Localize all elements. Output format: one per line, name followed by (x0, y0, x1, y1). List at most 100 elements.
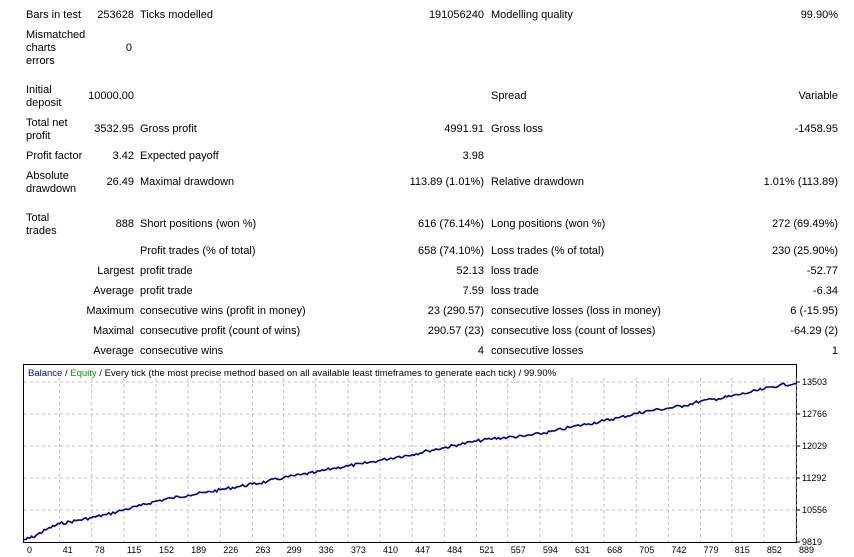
spread-value: Variable (798, 90, 838, 102)
x-tick-label: 189 (191, 545, 206, 554)
loss-trades-label: Loss trades (% of total) (491, 245, 605, 257)
modelling-quality-value: 99.90% (800, 9, 838, 21)
largest-profit-label: profit trade (140, 265, 193, 277)
report-table: Bars in test 253628 Ticks modelled 19105… (26, 9, 838, 357)
gross-profit-label: Gross profit (140, 123, 197, 135)
total-net-profit-value: 3532.95 (94, 123, 134, 135)
expected-payoff-label: Expected payoff (140, 150, 219, 162)
average-profit-value: 7.59 (462, 285, 484, 297)
maximal-profit-value: 290.57 (23) (427, 325, 484, 337)
bars-in-test-value: 253628 (97, 9, 134, 21)
balance-line (23, 382, 797, 541)
y-tick-label: 9819 (802, 537, 822, 547)
maximum-prefix: Maximum (86, 305, 134, 317)
balance-chart-svg: 9819 10556 11292 12029 12766 13503 0 41 78 115 15… (23, 364, 827, 555)
x-tick-label: 373 (351, 545, 366, 554)
x-tick-label: 594 (543, 545, 558, 554)
x-tick-label: 115 (127, 545, 141, 554)
grid (24, 378, 797, 542)
x-tick-label: 779 (703, 545, 718, 554)
mismatched-errors-value: 0 (125, 42, 132, 54)
average-consec-profit-value: 4 (477, 345, 484, 357)
profit-trades-label: Profit trades (% of total) (140, 245, 256, 257)
maximal-prefix: Maximal (93, 325, 134, 337)
short-positions-value: 616 (76.14%) (417, 218, 484, 230)
initial-deposit-value: 10000.00 (88, 90, 134, 102)
x-tick-label: 521 (479, 545, 494, 554)
maximal-drawdown-value: 113.89 (1.01%) (409, 176, 484, 188)
largest-loss-value: -52.77 (806, 265, 838, 277)
loss-trades-value: 230 (25.90%) (771, 245, 838, 257)
initial-deposit-label: Initial deposit (26, 84, 62, 109)
modelling-quality-label: Modelling quality (491, 9, 573, 21)
y-axis-labels: 9819 10556 11292 12029 12766 13503 (796, 377, 827, 547)
largest-prefix: Largest (97, 265, 134, 277)
x-tick-label: 410 (383, 545, 398, 554)
x-tick-label: 815 (735, 545, 750, 554)
maximal-drawdown-label: Maximal drawdown (140, 176, 235, 188)
largest-profit-value: 52.13 (456, 265, 484, 277)
largest-loss-label: loss trade (491, 265, 539, 277)
x-tick-label: 336 (319, 545, 334, 554)
maximal-profit-label: consecutive profit (count of wins) (140, 325, 301, 337)
short-positions-label: Short positions (won %) (140, 218, 257, 230)
balance-chart: 9819 10556 11292 12029 12766 13503 0 41 78 115 15… (23, 364, 854, 555)
expected-payoff-value: 3.98 (462, 150, 484, 162)
chart-caption: Balance / Equity / Every tick (the most … (28, 368, 556, 379)
x-axis-labels: 0 41 78 115 152 189 226 263 299 336 373 410 447 484 52… (27, 545, 814, 555)
profit-trades-value: 658 (74.10%) (417, 245, 484, 257)
relative-drawdown-label: Relative drawdown (491, 176, 584, 188)
ticks-modelled-label: Ticks modelled (140, 9, 213, 21)
total-net-profit-label: Total net profit (26, 117, 68, 142)
long-positions-label: Long positions (won %) (491, 218, 606, 230)
average-loss-label: loss trade (491, 285, 539, 297)
relative-drawdown-value: 1.01% (113.89) (763, 176, 838, 188)
average-consec-loss-value: 1 (831, 345, 838, 357)
y-tick-label: 12029 (802, 441, 827, 451)
x-tick-label: 447 (415, 545, 430, 554)
maximum-loss-value: 6 (-15.95) (790, 305, 838, 317)
x-tick-label: 0 (27, 545, 32, 554)
profit-factor-label: Profit factor (26, 150, 83, 162)
bars-in-test-label: Bars in test (26, 9, 82, 21)
x-tick-label: 41 (63, 545, 73, 554)
caption-rest: / Every tick (the most precise method ba… (96, 368, 557, 379)
average-prefix: Average (93, 285, 134, 297)
x-tick-label: 889 (799, 545, 814, 554)
x-tick-label: 299 (287, 545, 302, 554)
average-consec-prefix: Average (93, 345, 134, 357)
total-trades-label: Total trades (26, 212, 57, 237)
maximal-loss-label: consecutive loss (count of losses) (491, 325, 656, 337)
average-consec-loss-label: consecutive losses (491, 345, 584, 357)
average-consec-profit-label: consecutive wins (140, 345, 224, 357)
maximal-loss-value: -64.29 (2) (790, 325, 838, 337)
average-loss-value: -6.34 (812, 285, 838, 297)
x-tick-label: 263 (255, 545, 270, 554)
x-tick-label: 78 (95, 545, 105, 554)
maximum-loss-label: consecutive losses (loss in money) (491, 305, 661, 317)
x-tick-label: 852 (767, 545, 782, 554)
gross-loss-label: Gross loss (491, 123, 543, 135)
spread-label: Spread (491, 90, 527, 102)
mismatched-errors-label: Mismatched charts errors (26, 29, 86, 67)
profit-factor-value: 3.42 (112, 150, 134, 162)
x-tick-label: 631 (575, 545, 590, 554)
x-tick-label: 152 (159, 545, 174, 554)
gross-loss-value: -1458.95 (794, 123, 838, 135)
x-tick-label: 484 (447, 545, 462, 554)
y-tick-label: 12766 (802, 409, 827, 419)
x-tick-label: 668 (607, 545, 622, 554)
y-tick-label: 13503 (802, 377, 827, 387)
maximum-profit-value: 23 (290.57) (427, 305, 484, 317)
absolute-drawdown-value: 26.49 (106, 176, 134, 188)
plot-frame (23, 364, 797, 543)
caption-balance: Balance (28, 368, 63, 379)
caption-sep: / (62, 368, 71, 379)
x-tick-label: 226 (223, 545, 238, 554)
y-tick-label: 10556 (802, 505, 827, 515)
y-tick-label: 11292 (802, 473, 826, 483)
absolute-drawdown-label: Absolute drawdown (26, 170, 77, 195)
x-tick-label: 705 (639, 545, 654, 554)
series-group (23, 382, 797, 541)
x-tick-label: 742 (671, 545, 686, 554)
